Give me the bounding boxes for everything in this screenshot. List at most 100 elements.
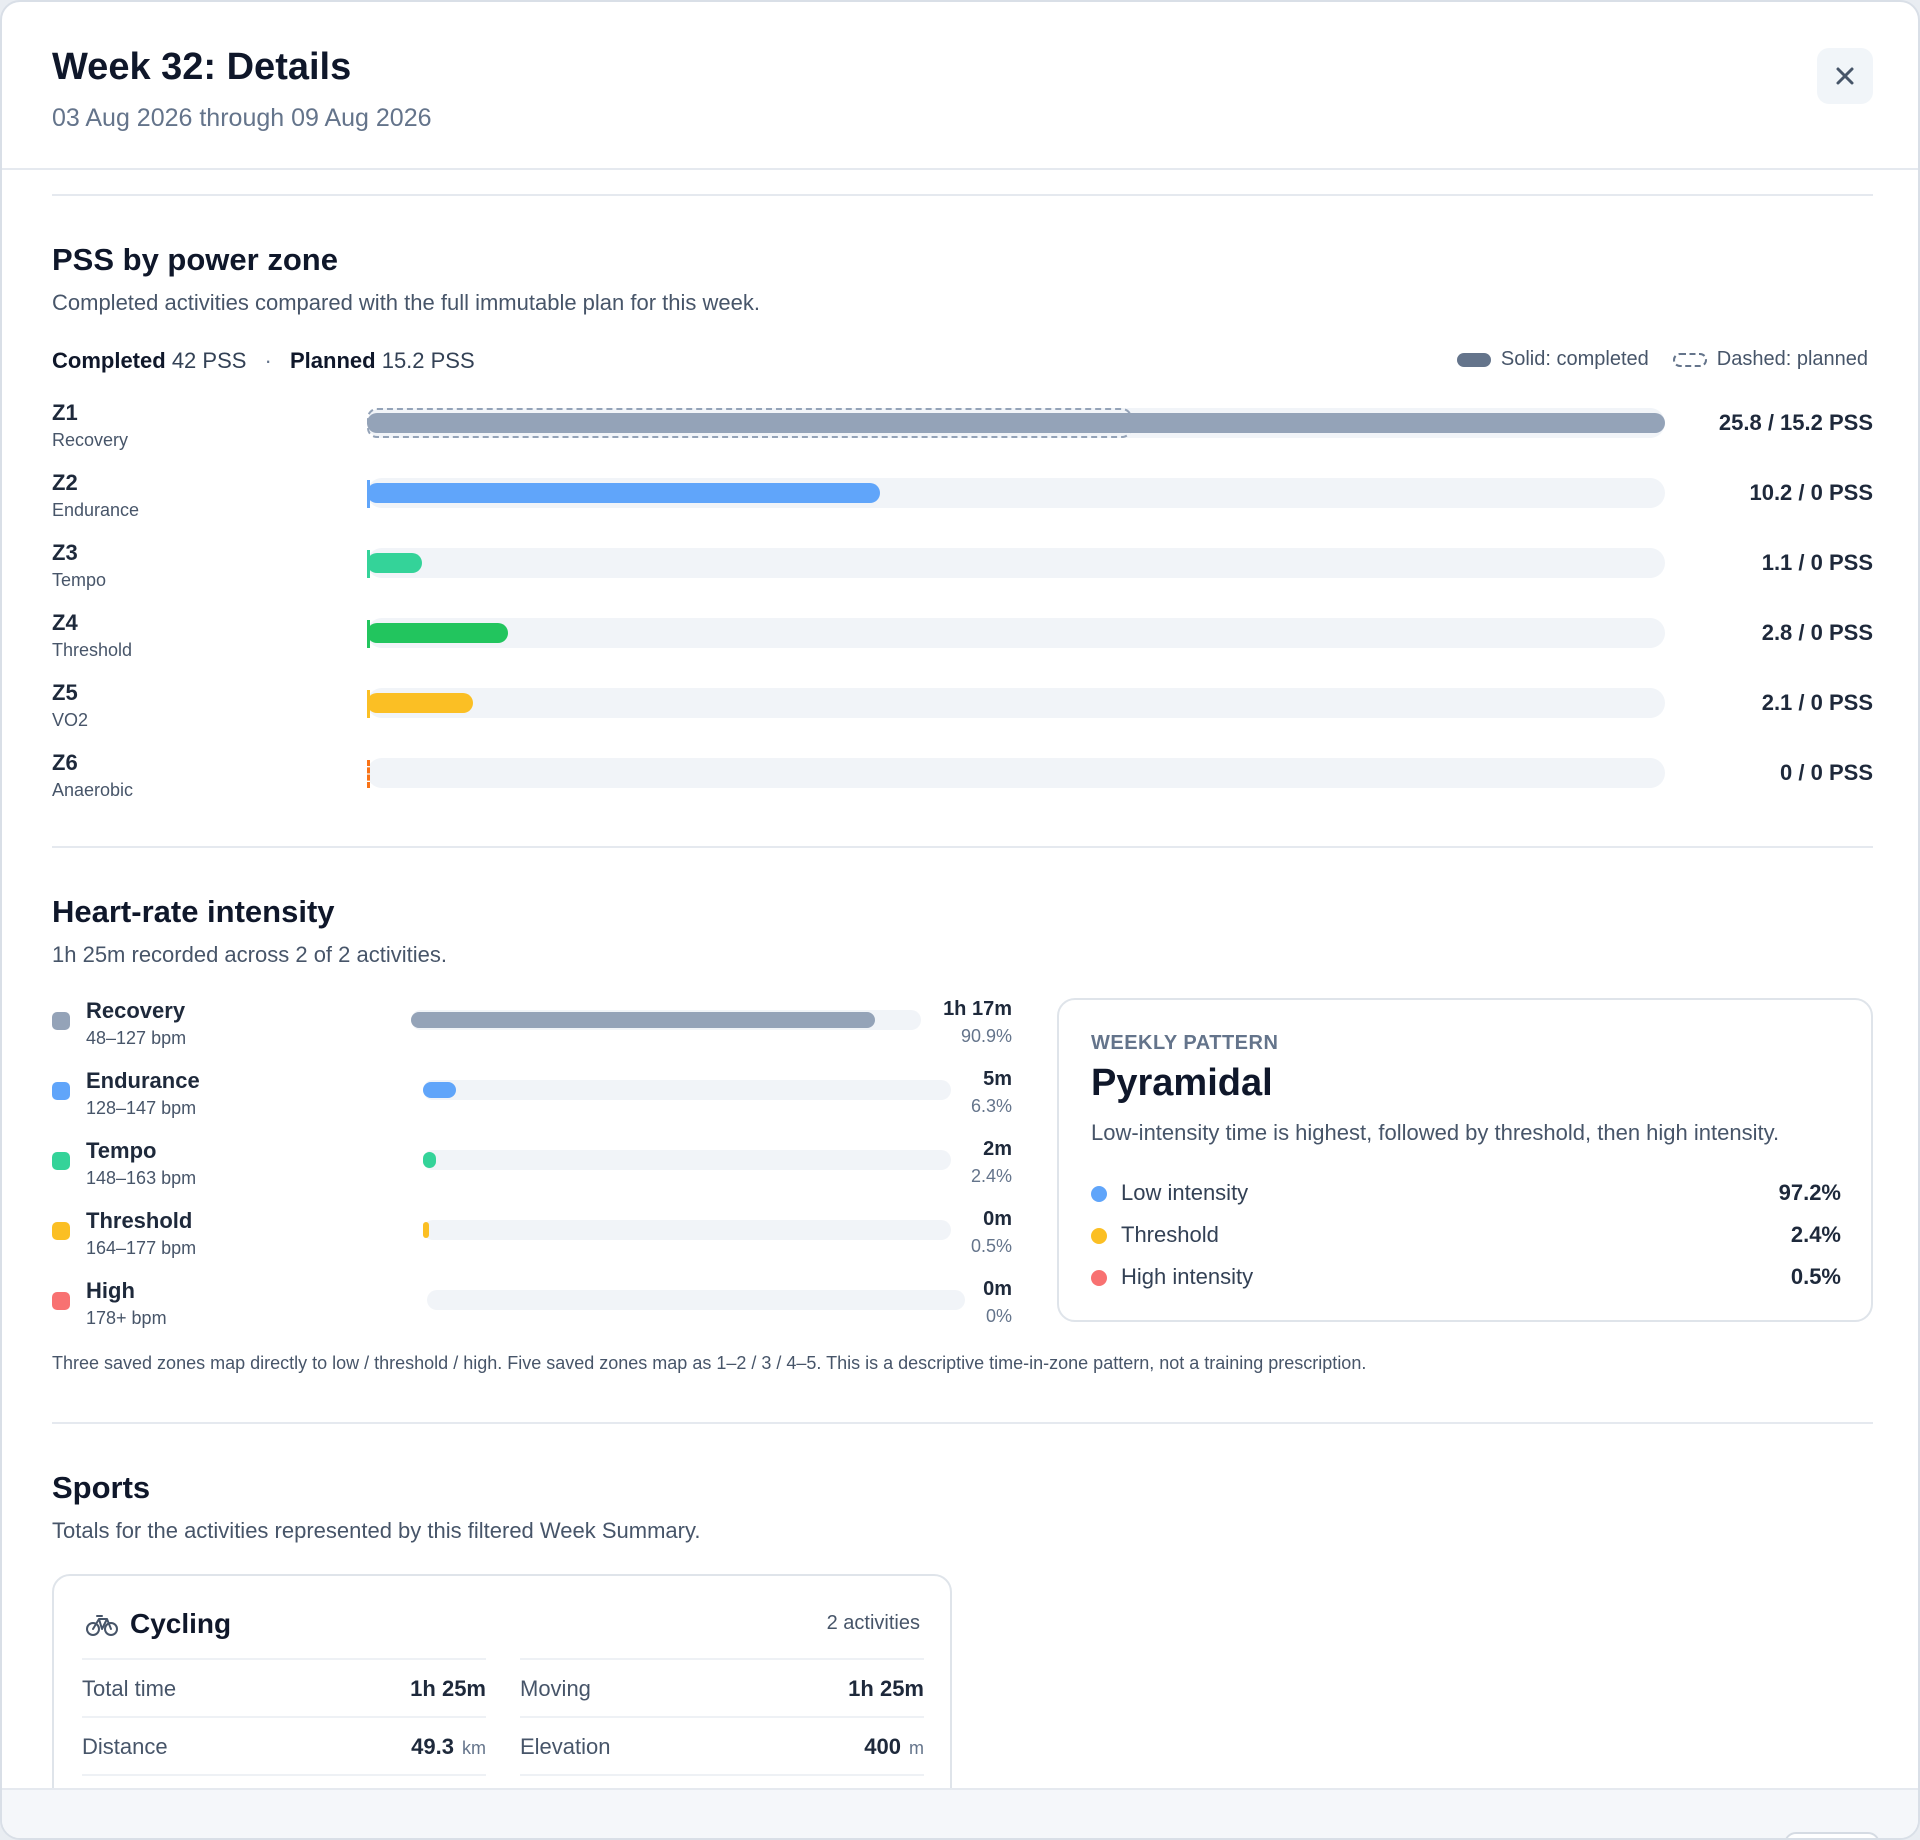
hr-footnote: Three saved zones map directly to low / … — [52, 1353, 1367, 1373]
elevation-value: 400 — [864, 1734, 901, 1759]
pss-summary: Completed 42 PSS · Planned 15.2 PSS — [52, 348, 475, 374]
hr-zone-name: Threshold — [86, 1208, 193, 1233]
zone-completed-bar — [367, 483, 881, 503]
legend-dashed-label: Dashed: planned — [1716, 348, 1868, 370]
pattern-dot — [1091, 1186, 1107, 1202]
hr-zone-row-high: High 178+ bpm 0m 0% — [52, 1278, 1012, 1340]
hr-zone-range: 148–163 bpm — [86, 1168, 197, 1188]
pattern-value: 2.4% — [1790, 1222, 1841, 1247]
hr-zone-track — [411, 1010, 921, 1030]
pss-zone-row-z5: Z5 VO2 2.1 / 0 PSS — [52, 680, 1873, 740]
zone-code: Z3 — [52, 540, 78, 565]
hr-zone-time: 2m — [983, 1138, 1012, 1160]
zone-color-swatch — [52, 1222, 70, 1240]
pattern-dot — [1091, 1270, 1107, 1286]
pattern-label: High intensity — [1121, 1264, 1254, 1289]
hr-zone-track — [427, 1290, 965, 1310]
zone-completed-bar — [367, 623, 508, 643]
pss-legend: Solid: completed Dashed: planned — [1456, 348, 1868, 371]
stat-value: 1h 25m — [410, 1676, 486, 1701]
hr-zone-time: 0m — [983, 1278, 1012, 1300]
planned-label: Planned — [290, 348, 376, 373]
zone-code: Z2 — [52, 470, 78, 495]
zone-value: 25.8 / 15.2 PSS — [1718, 410, 1873, 435]
pattern-row-low: Low intensity 97.2% — [1091, 1178, 1841, 1212]
dashed-swatch — [1672, 352, 1707, 367]
zone-color-swatch — [52, 1012, 70, 1030]
zone-value: 1.1 / 0 PSS — [1761, 550, 1873, 575]
stat-elevation: Elevation 400 m — [520, 1716, 924, 1772]
distance-unit: km — [462, 1738, 486, 1758]
zone-name: Recovery — [52, 430, 129, 450]
hr-zone-row-endurance: Endurance 128–147 bpm 5m 6.3% — [52, 1068, 1012, 1130]
pss-zone-row-z4: Z4 Threshold 2.8 / 0 PSS — [52, 610, 1873, 670]
hr-zone-percent: 2.4% — [970, 1166, 1012, 1186]
completed-value: 42 PSS — [171, 348, 247, 373]
hr-zone-time: 1h 17m — [943, 998, 1012, 1020]
zone-color-swatch — [52, 1292, 70, 1310]
summary-separator: · — [264, 348, 272, 373]
pattern-row-high: High intensity 0.5% — [1091, 1262, 1841, 1296]
pattern-description: Low-intensity time is highest, followed … — [1091, 1120, 1780, 1145]
section-divider — [52, 1422, 1873, 1424]
hr-section-title: Heart-rate intensity — [52, 894, 335, 929]
zone-color-swatch — [52, 1082, 70, 1100]
zone-completed-bar — [367, 553, 423, 573]
stat-value: 1h 25m — [848, 1676, 924, 1701]
zone-planned-marker — [367, 760, 370, 788]
hr-zone-name: Endurance — [86, 1068, 200, 1093]
hr-zone-name: High — [86, 1278, 135, 1303]
bicycle-icon — [86, 1615, 118, 1636]
hr-zone-range: 164–177 bpm — [86, 1238, 197, 1258]
hr-zone-name: Tempo — [86, 1138, 157, 1163]
section-divider — [52, 846, 1873, 848]
stat-label: Elevation — [520, 1734, 611, 1759]
zone-value: 2.8 / 0 PSS — [1761, 620, 1873, 645]
zone-planned-outline — [367, 408, 1132, 438]
stat-label: Total time — [82, 1676, 177, 1701]
stat-row-divider — [520, 1774, 924, 1830]
zone-name: Anaerobic — [52, 780, 134, 800]
zone-value: 2.1 / 0 PSS — [1761, 690, 1873, 715]
footer-button[interactable] — [1784, 1832, 1880, 1838]
hr-section-description: 1h 25m recorded across 2 of 2 activities… — [52, 942, 447, 967]
hr-zone-percent: 6.3% — [970, 1096, 1012, 1116]
hr-zone-bar — [423, 1152, 436, 1168]
sports-section-description: Totals for the activities represented by… — [52, 1518, 701, 1543]
zone-code: Z1 — [52, 400, 78, 425]
hr-zone-range: 178+ bpm — [86, 1308, 167, 1328]
zone-track — [367, 548, 1665, 578]
elevation-unit: m — [909, 1738, 924, 1758]
hr-zone-row-threshold: Threshold 164–177 bpm 0m 0.5% — [52, 1208, 1012, 1270]
pss-zone-row-z3: Z3 Tempo 1.1 / 0 PSS — [52, 540, 1873, 600]
close-button[interactable] — [1817, 48, 1873, 104]
stat-moving: Moving 1h 25m — [520, 1658, 924, 1714]
hr-zone-bar — [423, 1082, 457, 1098]
zone-planned-marker — [367, 480, 370, 508]
zone-name: Threshold — [52, 640, 133, 660]
hr-zone-bar — [423, 1222, 429, 1238]
zone-name: VO2 — [52, 710, 89, 730]
zone-planned-marker — [367, 690, 370, 718]
hr-zone-percent: 90.9% — [960, 1026, 1012, 1046]
pattern-kicker: WEEKLY PATTERN — [1091, 1032, 1279, 1054]
stat-total-time: Total time 1h 25m — [82, 1658, 486, 1714]
planned-value: 15.2 PSS — [381, 348, 475, 373]
zone-track — [367, 618, 1665, 648]
modal-footer — [2, 1788, 1918, 1838]
pss-zone-row-z2: Z2 Endurance 10.2 / 0 PSS — [52, 470, 1873, 530]
zone-name: Endurance — [52, 500, 140, 520]
zone-planned-marker — [367, 620, 370, 648]
solid-swatch — [1456, 352, 1491, 367]
zone-track — [367, 758, 1665, 788]
zone-code: Z4 — [52, 610, 78, 635]
hr-zone-track — [423, 1080, 951, 1100]
modal-title: Week 32: Details — [52, 46, 352, 88]
hr-zone-row-tempo: Tempo 148–163 bpm 2m 2.4% — [52, 1138, 1012, 1200]
hr-zone-time: 0m — [983, 1208, 1012, 1230]
legend-dashed: Dashed: planned — [1672, 348, 1868, 371]
zone-value: 0 / 0 PSS — [1780, 760, 1873, 785]
zone-color-swatch — [52, 1152, 70, 1170]
pattern-label: Threshold — [1121, 1222, 1219, 1247]
zone-code: Z6 — [52, 750, 78, 775]
